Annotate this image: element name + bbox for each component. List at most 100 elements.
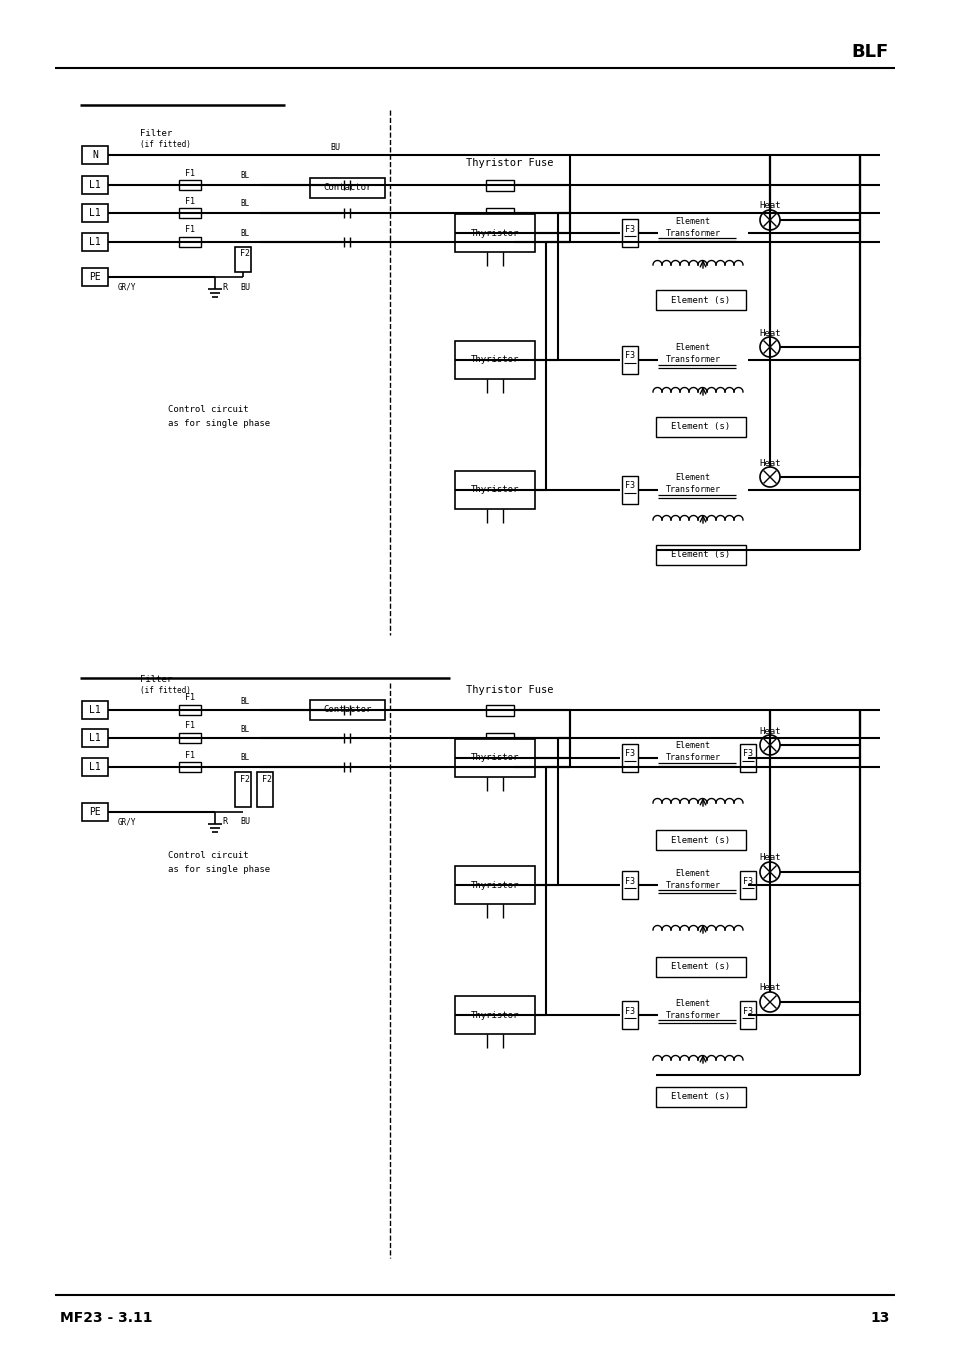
Bar (179, 237, 201, 247)
Text: Heat: Heat (759, 854, 780, 862)
Text: Thyristor: Thyristor (471, 228, 518, 237)
Text: BU: BU (330, 143, 339, 151)
Bar (621, 1001, 638, 1029)
Text: F1: F1 (185, 750, 194, 759)
Text: F3: F3 (742, 877, 752, 885)
Text: L1: L1 (89, 179, 101, 190)
Text: BU: BU (240, 282, 250, 291)
Bar (179, 733, 201, 743)
Text: BL: BL (240, 200, 249, 209)
Bar (310, 700, 385, 720)
Circle shape (760, 992, 780, 1012)
Text: Filter: Filter (140, 128, 172, 138)
Text: Element (s): Element (s) (671, 550, 730, 560)
Text: Heat: Heat (759, 201, 780, 210)
Text: L1: L1 (89, 237, 101, 247)
Bar (179, 208, 201, 219)
Text: as for single phase: as for single phase (168, 420, 270, 429)
Text: F2: F2 (240, 774, 250, 784)
Text: Thyristor: Thyristor (471, 1010, 518, 1020)
Text: Heat: Heat (759, 727, 780, 735)
Bar (234, 247, 251, 272)
Text: Element: Element (675, 742, 710, 750)
Bar (82, 175, 108, 194)
Text: GR/Y: GR/Y (118, 817, 136, 827)
Circle shape (760, 467, 780, 487)
Text: Transformer: Transformer (665, 1010, 720, 1020)
Bar (656, 417, 745, 437)
Text: PE: PE (89, 272, 101, 282)
Bar (82, 233, 108, 251)
Text: F3: F3 (624, 750, 635, 758)
Text: Transformer: Transformer (665, 881, 720, 889)
Text: (if fitted): (if fitted) (140, 139, 191, 148)
Bar (485, 761, 514, 773)
Text: BLF: BLF (850, 43, 887, 61)
Bar (621, 745, 638, 772)
Text: F3: F3 (624, 877, 635, 885)
Bar (82, 728, 108, 747)
Bar (82, 146, 108, 165)
Text: Filter: Filter (140, 676, 172, 684)
Text: MF23 - 3.11: MF23 - 3.11 (60, 1311, 152, 1325)
Circle shape (760, 735, 780, 755)
Text: Control circuit: Control circuit (168, 850, 249, 859)
Bar (179, 179, 201, 190)
Text: Heat: Heat (759, 459, 780, 468)
Text: Contactor: Contactor (323, 706, 372, 715)
Bar (740, 871, 755, 898)
Text: Element: Element (675, 998, 710, 1008)
Text: F1: F1 (185, 169, 194, 178)
Text: F2: F2 (240, 250, 250, 259)
Text: Element: Element (675, 869, 710, 877)
Circle shape (760, 337, 780, 357)
Bar (621, 871, 638, 898)
Bar (621, 219, 638, 247)
Text: F3: F3 (742, 750, 752, 758)
Bar (485, 179, 514, 190)
Circle shape (760, 210, 780, 229)
Text: F3: F3 (624, 482, 635, 491)
Text: F3: F3 (624, 1006, 635, 1016)
Text: F1: F1 (185, 197, 194, 205)
Text: F1: F1 (185, 225, 194, 235)
Text: Thyristor Fuse: Thyristor Fuse (466, 158, 553, 169)
Text: Thyristor: Thyristor (471, 356, 518, 364)
Text: Heat: Heat (759, 983, 780, 993)
Bar (82, 758, 108, 776)
Text: GR/Y: GR/Y (118, 282, 136, 291)
Bar (740, 1001, 755, 1029)
Bar (256, 772, 273, 807)
Bar (455, 866, 535, 904)
Text: Transformer: Transformer (665, 754, 720, 762)
Text: F3: F3 (742, 1006, 752, 1016)
Text: Element: Element (675, 216, 710, 225)
Text: L1: L1 (89, 733, 101, 743)
Bar (485, 704, 514, 715)
Text: Control circuit: Control circuit (168, 406, 249, 414)
Text: Thyristor: Thyristor (471, 754, 518, 762)
Bar (485, 733, 514, 743)
Text: F1: F1 (185, 693, 194, 703)
Bar (656, 545, 745, 565)
Text: Thyristor Fuse: Thyristor Fuse (466, 685, 553, 695)
Text: Element (s): Element (s) (671, 962, 730, 971)
Bar (485, 208, 514, 219)
Text: Heat: Heat (759, 329, 780, 337)
Text: L1: L1 (89, 208, 101, 219)
Bar (82, 701, 108, 719)
Text: R: R (222, 817, 227, 827)
Bar (82, 268, 108, 286)
Bar (179, 706, 201, 715)
Bar (455, 341, 535, 379)
Text: Contactor: Contactor (323, 183, 372, 193)
Text: Element (s): Element (s) (671, 422, 730, 432)
Bar (455, 996, 535, 1033)
Text: Element (s): Element (s) (671, 835, 730, 844)
Text: F1: F1 (185, 722, 194, 731)
Text: BL: BL (240, 228, 249, 237)
Bar (656, 290, 745, 310)
Text: Transformer: Transformer (665, 486, 720, 495)
Text: PE: PE (89, 807, 101, 817)
Text: as for single phase: as for single phase (168, 865, 270, 874)
